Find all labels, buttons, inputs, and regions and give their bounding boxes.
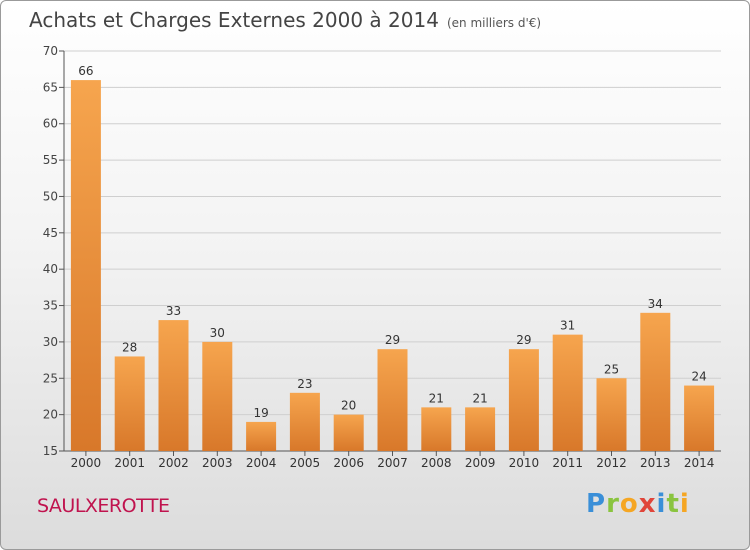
bar-value-label: 66 [78,64,93,78]
x-tick-label: 2014 [684,456,715,470]
brand-letter: o [619,489,639,519]
bar [596,378,627,451]
bar [421,407,452,451]
bar-value-label: 21 [429,391,444,405]
bar-value-label: 34 [648,297,663,311]
y-tick-label: 30 [43,335,58,349]
x-tick-label: 2010 [509,456,540,470]
bar-value-label: 20 [341,399,356,413]
brand-letter: P [586,489,607,519]
y-tick-label: 50 [43,189,58,203]
x-tick-label: 2008 [421,456,452,470]
bar-value-label: 21 [472,391,487,405]
x-tick-label: 2000 [71,456,102,470]
x-tick-label: 2012 [596,456,627,470]
commune-name: SAULXEROTTE [37,495,170,517]
y-tick-label: 70 [43,44,58,58]
bar [640,312,671,451]
bar [202,341,233,451]
bar-value-label: 19 [253,406,268,420]
title-text: Achats et Charges Externes 2000 à 2014 [29,8,439,32]
y-tick-label: 55 [43,153,58,167]
x-tick-label: 2003 [202,456,233,470]
x-tick-label: 2011 [552,456,583,470]
x-tick-label: 2002 [158,456,189,470]
y-tick-label: 15 [43,444,58,458]
bar [377,349,408,451]
y-tick-label: 40 [43,262,58,276]
bar-value-label: 25 [604,362,619,376]
bar-value-label: 23 [297,377,312,391]
y-tick-label: 25 [43,371,58,385]
y-tick-label: 60 [43,117,58,131]
brand-letter: r [606,489,620,519]
bar-value-label: 30 [210,326,225,340]
x-tick-label: 2005 [290,456,321,470]
x-tick-label: 2006 [333,456,364,470]
chart-title: Achats et Charges Externes 2000 à 2014 (e… [29,8,541,32]
y-tick-label: 45 [43,226,58,240]
bar-value-label: 29 [385,333,400,347]
bar-value-label: 31 [560,319,575,333]
bar [508,349,539,451]
bar [70,80,101,451]
y-tick-label: 20 [43,408,58,422]
bar [552,334,583,451]
subtitle-text: (en milliers d'€) [446,16,542,30]
x-tick-label: 2004 [246,456,277,470]
bar [684,385,715,451]
bar-value-label: 24 [691,370,706,384]
bar-value-label: 33 [166,304,181,318]
bar-value-label: 29 [516,333,531,347]
y-tick-label: 65 [43,80,58,94]
y-tick-label: 35 [43,299,58,313]
bar [158,320,189,451]
bar [289,392,320,451]
brand-letter: i [679,489,690,519]
brand-logo: Proxiti [586,489,690,519]
x-tick-label: 2007 [377,456,408,470]
x-tick-label: 2013 [640,456,671,470]
bar [465,407,496,451]
x-tick-label: 2009 [465,456,496,470]
brand-letter: x [638,489,657,519]
bar-value-label: 28 [122,340,137,354]
bar [114,356,145,451]
brand-letter: i [656,489,667,519]
x-tick-label: 2001 [114,456,145,470]
bar [246,421,277,451]
bar [333,414,364,451]
brand-letter: t [666,489,680,519]
